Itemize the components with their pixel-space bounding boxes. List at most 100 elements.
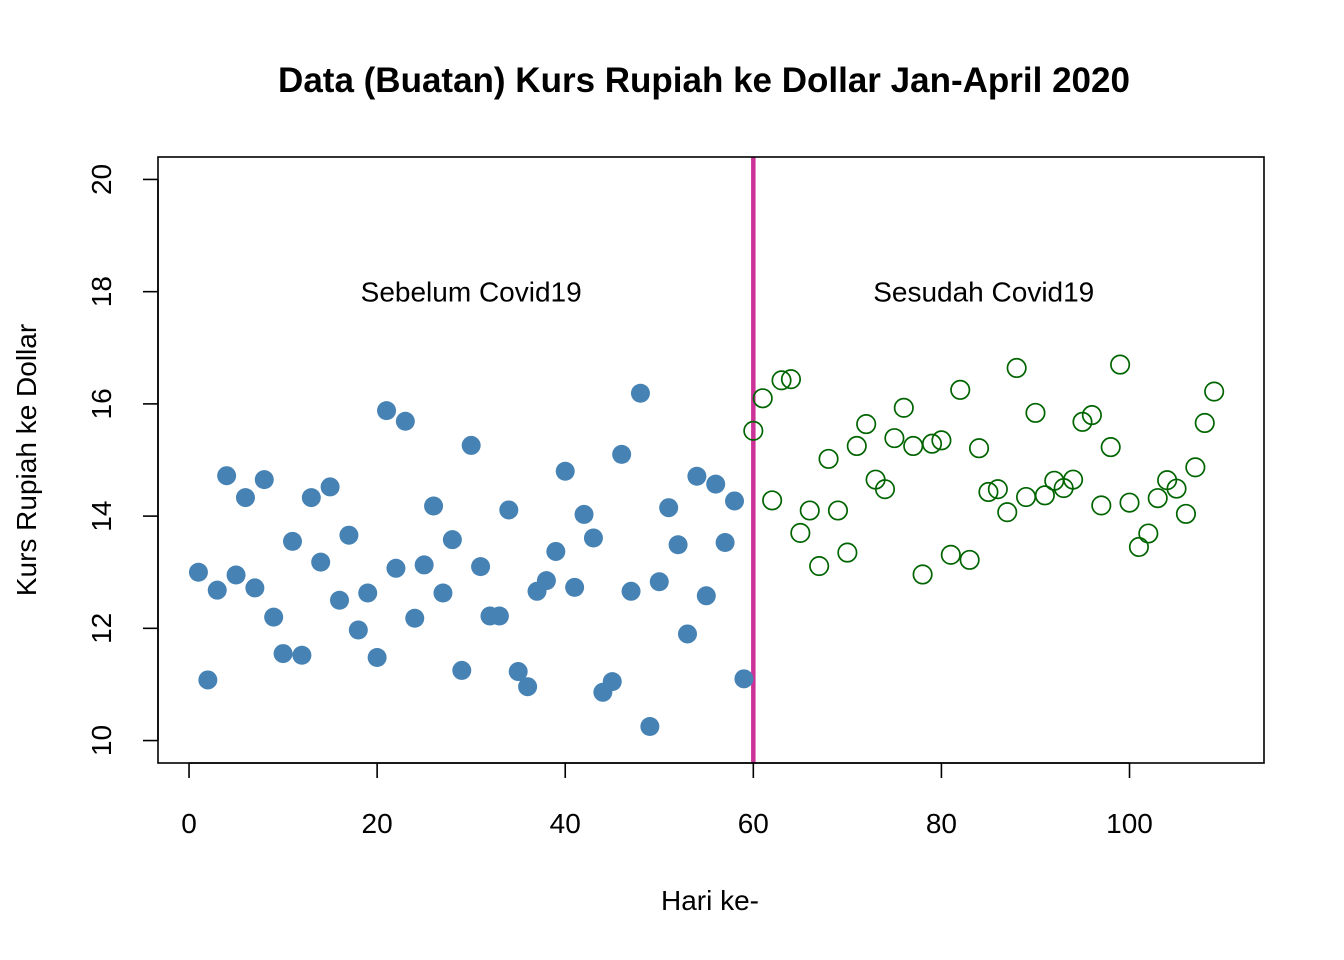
- data-point: [1006, 357, 1027, 379]
- data-point: [217, 466, 237, 486]
- data-point: [659, 498, 679, 518]
- data-point: [968, 438, 990, 459]
- data-point: [188, 562, 208, 582]
- annotation-before-covid: Sebelum Covid19: [361, 277, 582, 308]
- data-point: [893, 397, 914, 418]
- data-point: [1110, 354, 1131, 375]
- data-point: [395, 411, 415, 431]
- data-point: [874, 479, 896, 500]
- data-point: [602, 672, 622, 692]
- data-point: [254, 470, 274, 490]
- data-point: [696, 586, 716, 606]
- data-point: [1166, 478, 1187, 499]
- data-point: [799, 500, 820, 521]
- data-point: [884, 428, 905, 449]
- data-point: [282, 531, 302, 551]
- data-point: [1016, 486, 1037, 508]
- data-point: [621, 581, 641, 601]
- series-before-covid: [188, 383, 754, 737]
- data-points: [188, 354, 1225, 737]
- plot-frame: [157, 156, 1265, 764]
- data-point: [903, 435, 924, 457]
- x-tick-label: 80: [926, 808, 957, 839]
- data-point: [518, 677, 538, 697]
- data-point: [452, 660, 472, 680]
- data-point: [640, 717, 660, 737]
- data-point: [987, 479, 1008, 500]
- data-point: [273, 644, 293, 664]
- data-point: [1025, 402, 1046, 423]
- x-tick-label: 40: [550, 808, 581, 839]
- x-tick-label: 20: [362, 808, 393, 839]
- data-point: [668, 535, 688, 555]
- data-point: [377, 401, 397, 421]
- data-point: [414, 555, 434, 575]
- y-tick-label: 20: [86, 164, 117, 195]
- data-point: [207, 580, 227, 600]
- data-point: [433, 583, 453, 603]
- data-point: [997, 502, 1018, 523]
- data-point: [1147, 488, 1168, 509]
- data-point: [424, 496, 444, 516]
- data-point: [508, 662, 528, 682]
- data-point: [471, 557, 491, 577]
- data-point: [1128, 536, 1149, 558]
- data-point: [940, 544, 961, 565]
- data-point: [565, 577, 585, 597]
- series-after-covid: [743, 354, 1225, 585]
- data-point: [1138, 523, 1159, 544]
- data-point: [536, 571, 556, 591]
- y-tick-label: 10: [86, 725, 117, 756]
- data-point: [762, 490, 783, 511]
- y-tick-label: 12: [86, 613, 117, 644]
- data-point: [725, 491, 745, 511]
- data-point: [1091, 495, 1112, 516]
- data-point: [1034, 485, 1055, 506]
- data-point: [677, 624, 697, 644]
- data-point: [706, 474, 726, 494]
- data-point: [1081, 405, 1102, 426]
- data-point: [743, 420, 764, 441]
- data-point: [235, 488, 255, 508]
- data-point: [790, 522, 811, 543]
- data-point: [818, 448, 839, 469]
- data-point: [546, 541, 566, 561]
- data-point: [1204, 381, 1225, 402]
- data-point: [1100, 437, 1121, 458]
- data-point: [358, 583, 378, 603]
- data-point: [649, 572, 669, 592]
- y-axis-title: Kurs Rupiah ke Dollar: [11, 324, 42, 596]
- data-point: [931, 430, 952, 451]
- data-point: [311, 552, 331, 572]
- data-point: [1194, 412, 1215, 434]
- data-point: [1119, 492, 1140, 513]
- x-tick-label: 100: [1106, 808, 1153, 839]
- data-point: [245, 578, 265, 598]
- data-point: [348, 620, 368, 640]
- y-tick-label: 16: [86, 388, 117, 419]
- data-point: [837, 542, 858, 563]
- x-axis-title: Hari ke-: [661, 885, 759, 916]
- data-point: [198, 670, 218, 690]
- data-point: [555, 461, 575, 481]
- data-point: [687, 466, 707, 486]
- data-point: [856, 414, 877, 435]
- data-point: [978, 481, 999, 503]
- data-point: [780, 369, 801, 390]
- y-tick-label: 14: [86, 501, 117, 532]
- data-point: [715, 532, 735, 552]
- annotations: Sebelum Covid19 Sesudah Covid19: [361, 277, 1095, 308]
- data-point: [489, 606, 509, 626]
- data-point: [771, 370, 792, 391]
- data-point: [734, 669, 754, 689]
- data-point: [1185, 457, 1206, 478]
- y-tick-label: 18: [86, 276, 117, 307]
- data-point: [846, 435, 867, 457]
- chart-title: Data (Buatan) Kurs Rupiah ke Dollar Jan-…: [278, 61, 1130, 100]
- data-point: [612, 444, 632, 464]
- data-point: [583, 528, 603, 548]
- x-tick-label: 0: [181, 808, 197, 839]
- data-point: [330, 590, 350, 610]
- data-point: [461, 435, 481, 455]
